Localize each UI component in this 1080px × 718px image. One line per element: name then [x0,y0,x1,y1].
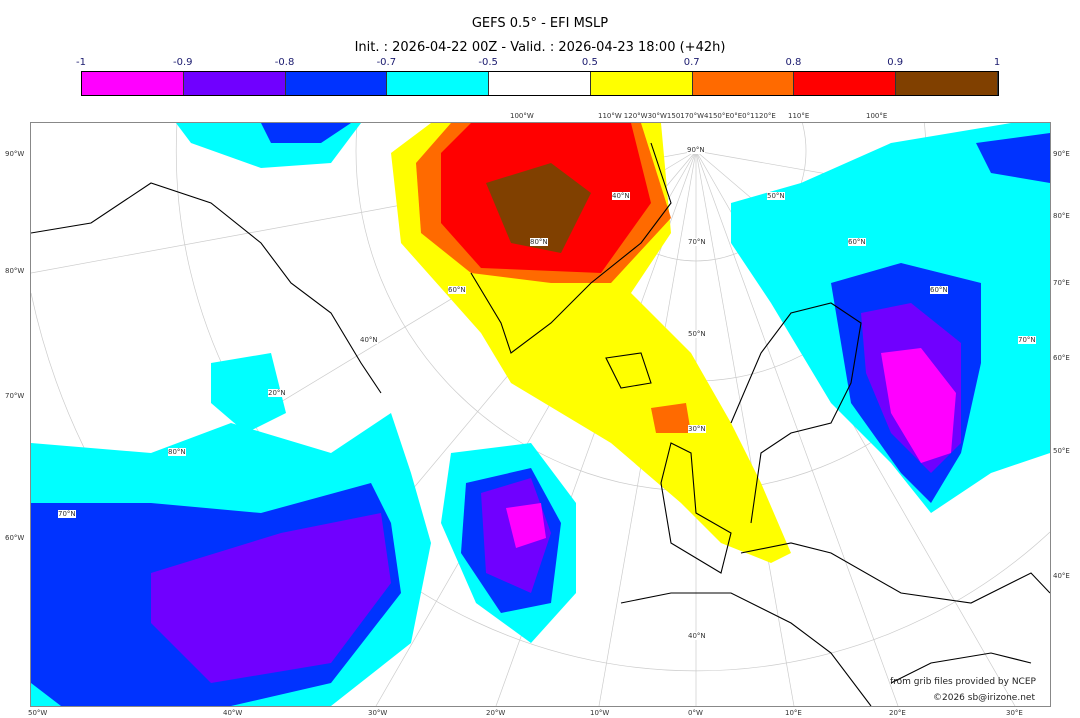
graticule-label: 80°N [168,448,186,456]
axis-label-bottom: 40°W [223,709,243,717]
axis-label-bottom: 10°E [785,709,802,717]
axis-label-bottom: 20°W [486,709,506,717]
data-source-credit: from grib files provided by NCEP [890,677,1036,687]
axis-label-left: 90°W [5,150,25,158]
graticule-label: 80°N [530,238,548,246]
axis-label-top: 100°W [510,112,534,120]
graticule-label: 70°N [58,510,76,518]
axis-label-top: 110°E [788,112,810,120]
axis-label-right: 80°E [1053,212,1070,220]
map-subtitle: Init. : 2026-04-22 00Z - Valid. : 2026-0… [354,40,726,55]
colorbar-tick-label: -0.7 [376,57,397,68]
colorbar-tick-label: 0.8 [785,57,802,68]
graticule-label: 40°N [360,336,378,344]
colorbar [81,71,999,96]
axis-label-top: 120°W30°W150170°W4150°E0°E0°1120°E [623,112,776,120]
colorbar-tick-label: -0.8 [274,57,295,68]
colorbar-tick-label: 0.9 [887,57,904,68]
axis-label-left: 80°W [5,267,25,275]
colorbar-tick-label: 1 [993,57,1001,68]
graticule-label: 90°N [687,146,705,154]
axis-label-right: 70°E [1053,279,1070,287]
graticule-label: 40°N [688,632,706,640]
colorbar-segment [692,72,795,95]
axis-label-top: 110°W [598,112,622,120]
colorbar-tick-label: -0.9 [173,57,193,68]
colorbar-segment [590,72,693,95]
colorbar-segment [794,72,897,95]
colorbar-segment [896,72,999,95]
axis-label-bottom: 50°W [28,709,48,717]
colorbar-tick-label: -0.5 [478,57,498,68]
graticule-label: 50°N [688,330,706,338]
axis-label-bottom: 30°E [1006,709,1023,717]
graticule-label: 60°N [848,238,866,246]
map-title: GEFS 0.5° - EFI MSLP [471,16,609,31]
graticule-label: 60°N [930,286,948,294]
colorbar-segment [489,72,591,95]
axis-label-right: 60°E [1053,354,1070,362]
axis-label-bottom: 30°W [368,709,388,717]
colorbar-tick-label: 0.7 [683,57,700,68]
axis-label-left: 60°W [5,534,25,542]
graticule-label: 50°N [767,192,785,200]
colorbar-segment [82,72,184,95]
graticule-label: 70°N [1018,336,1036,344]
graticule-label: 70°N [688,238,706,246]
axis-label-right: 50°E [1053,447,1070,455]
axis-label-right: 40°E [1053,572,1070,580]
axis-label-bottom: 0°W [688,709,703,717]
axis-label-bottom: 10°W [590,709,610,717]
colorbar-tick-label: 0.5 [581,57,598,68]
graticule-label: 60°N [448,286,466,294]
axis-label-bottom: 20°E [889,709,906,717]
graticule-label: 30°N [688,425,706,433]
colorbar-segment [387,72,490,95]
axis-label-left: 70°W [5,392,25,400]
efi-map [30,122,1051,707]
copyright-credit: ©2026 sb@irizone.net [933,693,1035,703]
axis-label-right: 90°E [1053,150,1070,158]
graticule-label: 40°N [612,192,630,200]
coastlines [31,142,1050,706]
colorbar-tick-label: -1 [76,57,86,68]
axis-label-top: 100°E [866,112,888,120]
colorbar-segment [285,72,388,95]
graticule-label: 20°N [268,389,286,397]
colorbar-segment [183,72,286,95]
